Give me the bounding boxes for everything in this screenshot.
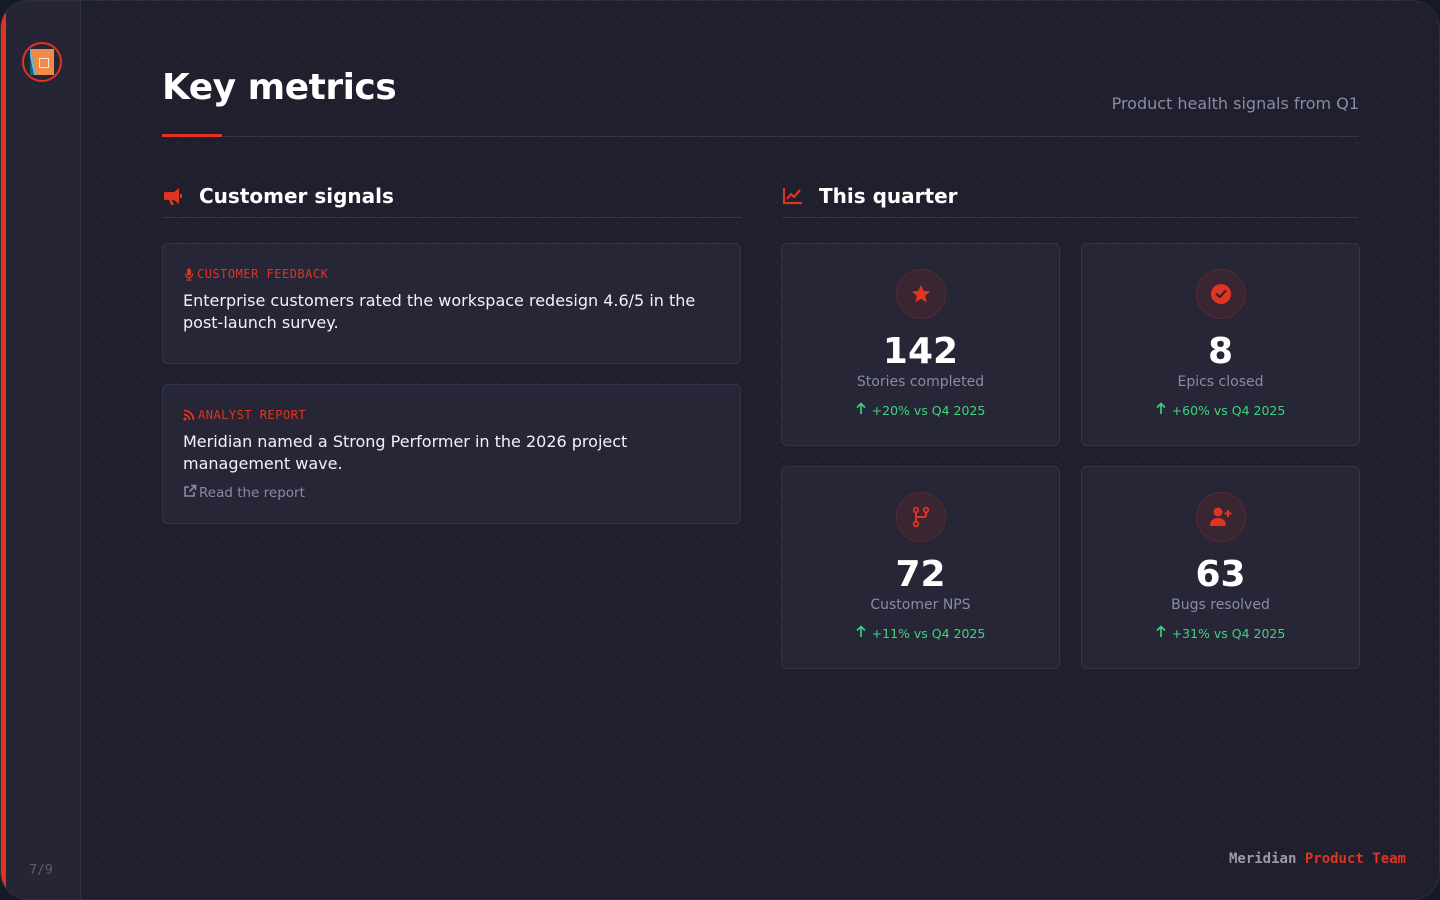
arrow-up-icon (856, 625, 866, 641)
metric-value: 63 (1195, 554, 1246, 595)
header-divider (162, 136, 1359, 137)
metric-card-epics: 8 Epics closed +60% vs Q4 2025 (1081, 243, 1360, 446)
star-icon (895, 269, 946, 319)
signal-card-analyst: ANALYST REPORT Meridian named a Strong P… (162, 384, 741, 524)
external-link-icon (183, 484, 197, 502)
page-header: Key metrics Product health signals from … (162, 61, 1359, 137)
section-header-customer-signals: Customer signals (162, 174, 741, 218)
metric-card-bugs: 63 Bugs resolved +31% vs Q4 2025 (1081, 466, 1360, 669)
rss-icon (183, 409, 196, 421)
metric-label: Epics closed (1177, 374, 1264, 390)
metric-label: Bugs resolved (1171, 597, 1270, 613)
card-text: Meridian named a Strong Performer in the… (183, 432, 628, 473)
card-tag-label: ANALYST REPORT (198, 408, 307, 422)
card-tag: ANALYST REPORT (183, 407, 720, 423)
section-title: Customer signals (199, 183, 394, 208)
footer-brand-accent: Product Team (1304, 851, 1406, 867)
microphone-icon (183, 268, 195, 281)
metric-card-stories: 142 Stories completed +20% vs Q4 2025 (781, 243, 1060, 446)
header-accent-bar (162, 134, 222, 137)
metric-delta: +20% vs Q4 2025 (782, 402, 1059, 418)
check-circle-icon (1195, 269, 1246, 319)
footer-brand: Meridian Product Team (1229, 851, 1406, 867)
card-tag: CUSTOMER FEEDBACK (183, 266, 720, 282)
page-subtitle: Product health signals from Q1 (1111, 94, 1359, 113)
arrow-up-icon (856, 402, 866, 418)
footer-brand-primary: Meridian (1228, 851, 1297, 867)
page-counter: 7/9 (29, 863, 53, 878)
metric-value: 72 (895, 554, 946, 595)
signal-card-feedback: CUSTOMER FEEDBACK Enterprise customers r… (162, 243, 741, 364)
rail-accent-bar (1, 1, 6, 899)
metric-delta: +31% vs Q4 2025 (1082, 625, 1359, 641)
megaphone-icon (162, 185, 184, 207)
metric-delta: +11% vs Q4 2025 (782, 625, 1059, 641)
section-title: This quarter (819, 183, 958, 208)
arrow-up-icon (1156, 625, 1166, 641)
metric-value: 8 (1207, 331, 1234, 372)
metric-label: Stories completed (856, 374, 985, 390)
metric-card-nps: 72 Customer NPS +11% vs Q4 2025 (781, 466, 1060, 669)
read-report-link[interactable]: Read the report (183, 484, 305, 502)
logo (22, 42, 62, 82)
logo-mark-icon (30, 49, 54, 75)
metric-label: Customer NPS (870, 597, 971, 613)
card-text: Enterprise customers rated the workspace… (183, 291, 696, 332)
metric-value: 142 (882, 331, 959, 372)
read-report-label: Read the report (199, 485, 305, 501)
line-chart-icon (782, 185, 804, 207)
section-header-this-quarter: This quarter (782, 174, 1359, 218)
code-branch-icon (895, 492, 946, 542)
side-rail: 7/9 (1, 1, 81, 899)
metric-delta: +60% vs Q4 2025 (1082, 402, 1359, 418)
card-tag-label: CUSTOMER FEEDBACK (197, 267, 329, 281)
arrow-up-icon (1156, 402, 1166, 418)
page-title: Key metrics (162, 67, 397, 108)
user-plus-icon (1195, 492, 1246, 542)
